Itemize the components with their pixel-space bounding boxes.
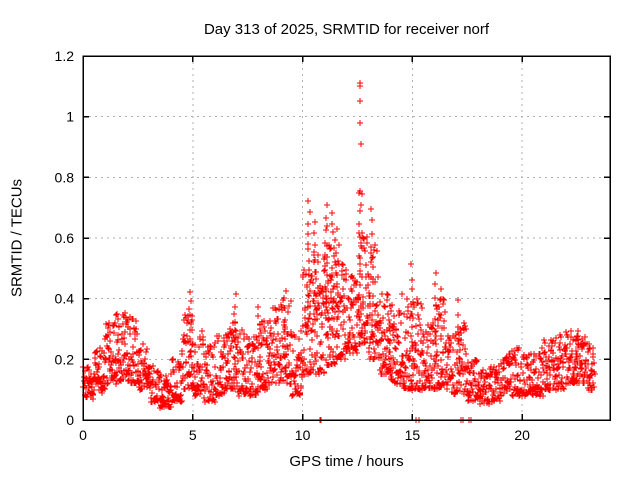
y-tick-label: 0.6 [55,230,75,246]
x-tick-label: 15 [405,427,421,443]
x-axis-title: GPS time / hours [289,453,404,470]
x-tick-label: 20 [514,427,530,443]
grid-lines [83,56,610,420]
y-tick-label: 0 [66,412,74,428]
x-tick-label: 0 [79,427,87,443]
y-tick-label: 1.2 [55,48,75,64]
scatter-points [80,80,598,423]
x-tick-label: 10 [295,427,311,443]
chart-title: Day 313 of 2025, SRMTID for receiver nor… [203,21,490,38]
y-tick-label: 1 [66,109,74,125]
y-tick-label: 0.2 [55,351,75,367]
axis-ticks [82,55,610,421]
y-tick-label: 0.8 [55,169,75,185]
x-tick-label: 5 [189,427,197,443]
y-tick-label: 0.4 [55,291,75,307]
